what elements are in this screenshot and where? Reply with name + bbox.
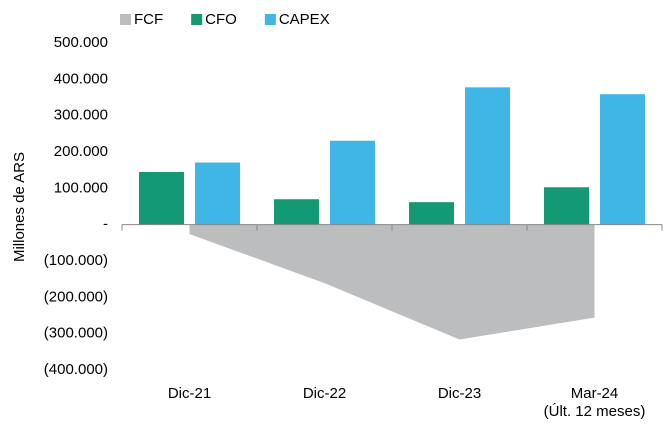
legend-label: CFO — [205, 11, 237, 28]
bar — [465, 87, 510, 225]
x-tick-label: Dic-23 — [437, 385, 482, 402]
x-tick-label: Dic-21 — [167, 385, 212, 402]
bar — [600, 94, 645, 225]
x-tick-label: Mar-24 (Últ. 12 meses) — [543, 385, 646, 420]
y-tick-label: 300.000 — [54, 107, 108, 124]
area — [189, 224, 595, 340]
y-axis-label: Millones de ARS — [11, 152, 28, 262]
legend-swatch — [120, 14, 131, 25]
y-tick-label: 500.000 — [54, 34, 108, 51]
bar — [544, 187, 589, 225]
y-tick-label: 200.000 — [54, 143, 108, 160]
y-tick-label: 100.000 — [54, 179, 108, 196]
y-tick-label: (400.000) — [44, 361, 108, 378]
bar — [274, 199, 319, 225]
bar — [330, 140, 375, 225]
legend-label: FCF — [134, 11, 163, 28]
legend-label: CAPEX — [279, 11, 330, 28]
y-tick-label: (200.000) — [44, 288, 108, 305]
y-tick-label: (100.000) — [44, 252, 108, 269]
legend-swatch — [264, 14, 276, 25]
bar — [195, 162, 240, 225]
x-tick-label: Dic-22 — [302, 385, 347, 402]
y-tick-label: 400.000 — [54, 70, 108, 87]
y-tick-label: (300.000) — [44, 325, 108, 342]
legend-swatch — [191, 14, 203, 25]
y-tick-label: - — [103, 216, 108, 233]
bar — [139, 171, 184, 225]
bar — [409, 202, 454, 225]
